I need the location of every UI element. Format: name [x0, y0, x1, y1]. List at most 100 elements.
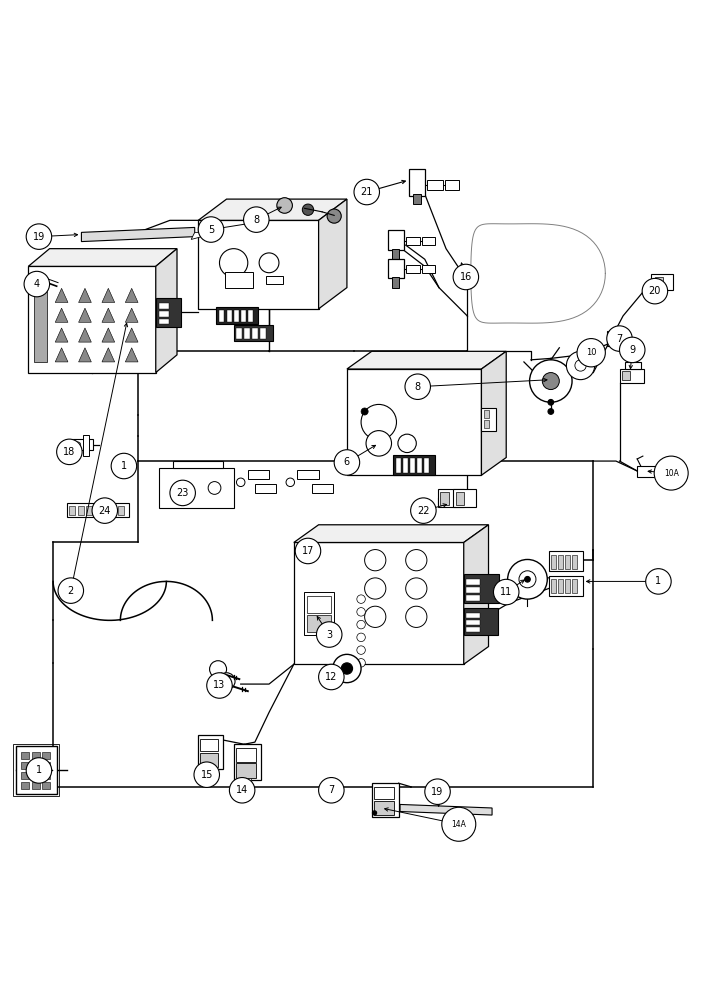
Text: 24: 24 — [98, 506, 111, 516]
Bar — [438, 489, 464, 507]
Circle shape — [442, 807, 476, 841]
Bar — [99, 503, 129, 517]
Bar — [388, 259, 404, 278]
Circle shape — [207, 673, 232, 698]
Bar — [198, 735, 223, 769]
Polygon shape — [79, 348, 91, 362]
Bar — [234, 310, 239, 322]
Bar — [565, 555, 570, 569]
Text: 8: 8 — [253, 215, 259, 225]
Bar — [392, 277, 399, 288]
Polygon shape — [347, 369, 481, 475]
Bar — [610, 334, 617, 344]
Bar — [558, 579, 563, 593]
Bar — [393, 455, 435, 475]
Text: 17: 17 — [302, 546, 314, 556]
Bar — [558, 555, 563, 569]
Circle shape — [530, 360, 572, 402]
Polygon shape — [102, 308, 115, 322]
Polygon shape — [191, 232, 205, 239]
Text: 10: 10 — [586, 348, 596, 357]
Circle shape — [406, 550, 427, 571]
Bar — [78, 506, 84, 515]
Circle shape — [316, 622, 342, 647]
Polygon shape — [102, 328, 115, 342]
Bar — [42, 782, 50, 789]
Circle shape — [398, 434, 416, 453]
Bar — [42, 752, 50, 759]
Bar — [307, 596, 331, 613]
Bar — [234, 325, 273, 341]
Bar — [406, 265, 420, 273]
Circle shape — [111, 453, 137, 479]
Polygon shape — [79, 308, 91, 322]
Circle shape — [357, 620, 365, 629]
Bar — [392, 249, 399, 259]
Bar — [388, 230, 404, 250]
Circle shape — [302, 204, 314, 215]
Bar — [312, 484, 333, 493]
Circle shape — [24, 271, 50, 297]
Bar — [304, 592, 334, 635]
Text: 6: 6 — [344, 457, 350, 467]
Circle shape — [295, 538, 321, 564]
Circle shape — [277, 198, 292, 213]
Text: 19: 19 — [33, 232, 45, 242]
Polygon shape — [198, 199, 347, 220]
Bar — [72, 439, 93, 450]
Bar — [159, 311, 169, 317]
Bar — [32, 762, 40, 769]
Bar — [607, 331, 629, 346]
Bar — [159, 303, 169, 309]
Polygon shape — [28, 266, 156, 373]
Bar — [464, 608, 498, 635]
Polygon shape — [319, 199, 347, 309]
Polygon shape — [125, 308, 138, 322]
Bar — [200, 753, 218, 767]
Circle shape — [365, 550, 386, 571]
Polygon shape — [125, 288, 138, 302]
Circle shape — [334, 450, 360, 475]
Circle shape — [493, 579, 519, 605]
Circle shape — [642, 278, 668, 304]
Bar — [236, 328, 242, 339]
Circle shape — [361, 404, 396, 440]
Bar — [422, 237, 435, 245]
Circle shape — [229, 778, 255, 803]
Circle shape — [406, 606, 427, 627]
Bar — [413, 194, 421, 204]
Bar — [565, 579, 570, 593]
Polygon shape — [102, 348, 115, 362]
Bar — [307, 615, 331, 632]
Circle shape — [548, 409, 554, 414]
Bar — [227, 310, 232, 322]
Bar — [374, 801, 394, 815]
Text: 11: 11 — [500, 587, 513, 597]
Circle shape — [327, 209, 341, 223]
Bar — [159, 319, 169, 324]
Circle shape — [341, 663, 353, 674]
Bar — [21, 772, 29, 779]
Bar — [466, 579, 480, 585]
Circle shape — [208, 482, 221, 494]
Circle shape — [525, 576, 530, 582]
Text: 20: 20 — [649, 286, 661, 296]
Polygon shape — [400, 804, 492, 815]
Bar — [219, 310, 224, 322]
Circle shape — [357, 659, 365, 667]
Text: 5: 5 — [208, 225, 214, 235]
Bar — [466, 613, 480, 618]
Bar — [464, 574, 499, 603]
Text: 19: 19 — [431, 787, 444, 797]
Circle shape — [357, 646, 365, 654]
Bar — [234, 744, 261, 780]
Polygon shape — [620, 369, 644, 383]
Bar — [21, 752, 29, 759]
Bar — [266, 276, 283, 284]
Bar — [156, 298, 181, 327]
Text: 18: 18 — [63, 447, 76, 457]
Circle shape — [30, 274, 43, 287]
Polygon shape — [159, 468, 234, 508]
Text: 8: 8 — [415, 382, 421, 392]
Circle shape — [453, 264, 479, 290]
